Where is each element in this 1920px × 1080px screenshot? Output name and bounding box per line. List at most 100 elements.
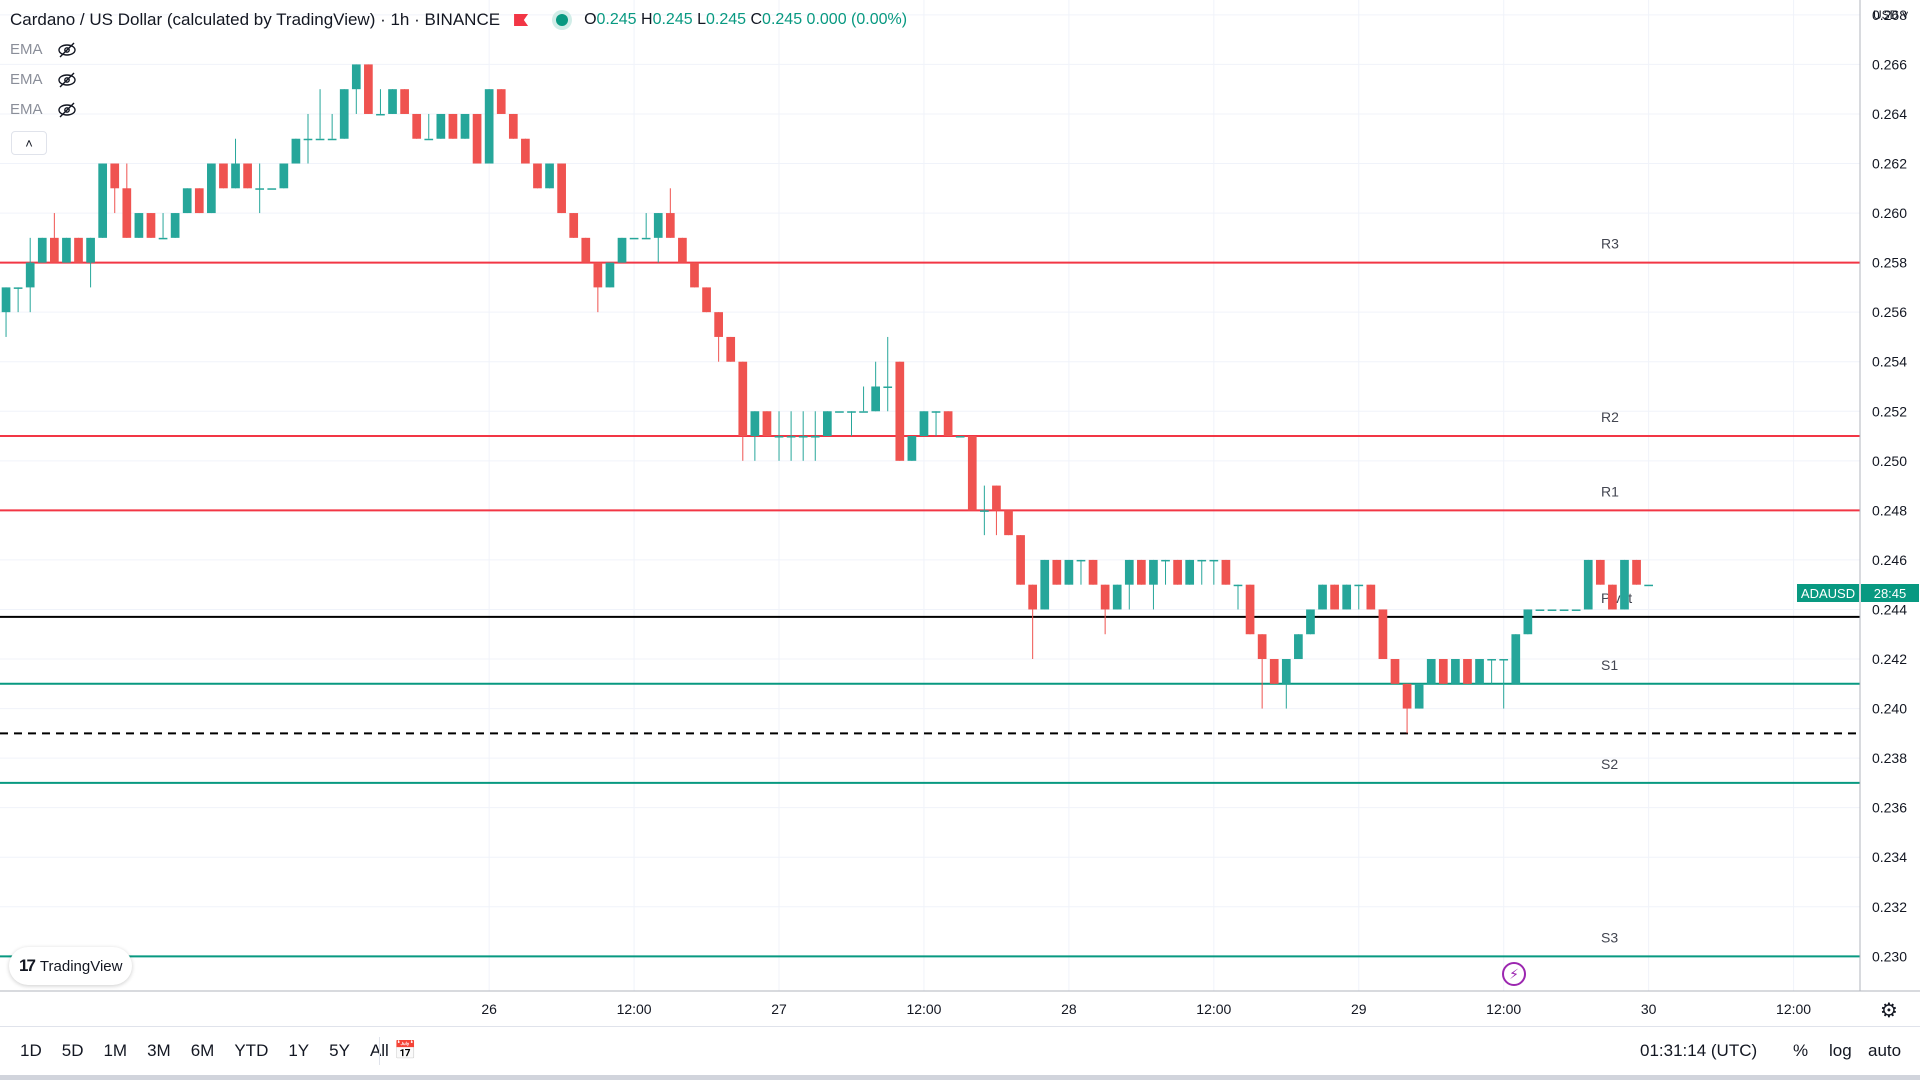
- candle-body[interactable]: [1161, 559, 1170, 562]
- chart-title[interactable]: Cardano / US Dollar (calculated by Tradi…: [10, 10, 501, 29]
- candle-body[interactable]: [351, 64, 361, 90]
- candle-body[interactable]: [207, 163, 216, 214]
- range-ytd-button[interactable]: YTD: [234, 1041, 269, 1060]
- candle-body[interactable]: [521, 138, 530, 164]
- candle-body[interactable]: [1245, 584, 1255, 635]
- candle-body[interactable]: [231, 163, 240, 189]
- candle-body[interactable]: [1390, 659, 1400, 684]
- candle-body[interactable]: [1209, 559, 1219, 562]
- candle-body[interactable]: [400, 89, 409, 114]
- candle-body[interactable]: [496, 89, 506, 114]
- range-5y-button[interactable]: 5Y: [329, 1041, 350, 1060]
- candle-body[interactable]: [1076, 559, 1086, 562]
- candle-body[interactable]: [1342, 584, 1352, 610]
- candle-body[interactable]: [762, 411, 772, 437]
- candle-body[interactable]: [1463, 659, 1472, 684]
- auto-toggle[interactable]: auto: [1868, 1041, 1902, 1060]
- candle-body[interactable]: [1487, 659, 1496, 661]
- candle-body[interactable]: [678, 237, 687, 263]
- percent-toggle[interactable]: %: [1793, 1041, 1809, 1060]
- candle-body[interactable]: [714, 312, 723, 337]
- candle-body[interactable]: [1547, 609, 1557, 611]
- flag-icon[interactable]: [514, 14, 529, 26]
- candle-body[interactable]: [472, 113, 482, 164]
- candle-body[interactable]: [1100, 584, 1110, 610]
- candle-body[interactable]: [1366, 584, 1376, 610]
- candle-body[interactable]: [170, 213, 180, 238]
- range-6m-button[interactable]: 6M: [190, 1041, 215, 1060]
- candle-body[interactable]: [774, 436, 784, 438]
- candle-body[interactable]: [1197, 559, 1207, 562]
- candle-body[interactable]: [569, 213, 579, 238]
- candle-body[interactable]: [134, 213, 144, 238]
- candle-body[interactable]: [1016, 535, 1025, 585]
- candle-body[interactable]: [1378, 609, 1388, 660]
- candle-body[interactable]: [1571, 609, 1581, 611]
- range-3m-button[interactable]: 3M: [147, 1041, 171, 1060]
- candle-body[interactable]: [955, 436, 965, 438]
- eye-crossed-icon[interactable]: [57, 72, 77, 88]
- candle-body[interactable]: [1354, 584, 1364, 587]
- candle-body[interactable]: [424, 138, 434, 141]
- candle-body[interactable]: [146, 213, 156, 238]
- indicator-ema-2[interactable]: EMA: [10, 71, 77, 88]
- currency-button[interactable]: USD ˅: [1873, 8, 1909, 22]
- candle-body[interactable]: [1451, 659, 1460, 684]
- candle-body[interactable]: [86, 237, 95, 263]
- candle-body[interactable]: [255, 188, 265, 190]
- candle-body[interactable]: [412, 113, 422, 139]
- candle-body[interactable]: [243, 163, 252, 189]
- candle-body[interactable]: [1318, 584, 1327, 610]
- candle-body[interactable]: [883, 386, 893, 388]
- candle-body[interactable]: [1306, 609, 1315, 635]
- candle-body[interactable]: [919, 411, 929, 437]
- candle-body[interactable]: [617, 237, 627, 263]
- candle-body[interactable]: [50, 237, 59, 263]
- candle-body[interactable]: [1475, 659, 1484, 684]
- candle-body[interactable]: [1257, 634, 1267, 660]
- candle-body[interactable]: [1330, 584, 1339, 610]
- candle-body[interactable]: [1221, 559, 1231, 585]
- date-range-icon[interactable]: 📅: [394, 1040, 417, 1060]
- candle-body[interactable]: [690, 262, 699, 288]
- indicator-ema-1[interactable]: EMA: [10, 41, 77, 58]
- candle-body[interactable]: [267, 188, 277, 190]
- candle-body[interactable]: [122, 188, 132, 238]
- candle-body[interactable]: [460, 113, 470, 139]
- candle-body[interactable]: [835, 411, 844, 413]
- gear-icon[interactable]: ⚙: [1880, 1000, 1898, 1022]
- candle-body[interactable]: [750, 411, 760, 437]
- candle-body[interactable]: [1511, 634, 1521, 684]
- candle-body[interactable]: [110, 163, 120, 189]
- candle-body[interactable]: [1137, 559, 1146, 585]
- candle-body[interactable]: [1620, 559, 1629, 610]
- candle-body[interactable]: [1, 287, 11, 313]
- candle-body[interactable]: [1281, 659, 1291, 684]
- candle-body[interactable]: [533, 163, 542, 189]
- candle-body[interactable]: [13, 287, 23, 289]
- candle-body[interactable]: [581, 237, 591, 263]
- candle-body[interactable]: [1233, 584, 1243, 587]
- candle-body[interactable]: [1426, 659, 1436, 684]
- candle-body[interactable]: [907, 436, 917, 461]
- candle-body[interactable]: [303, 138, 313, 141]
- candle-body[interactable]: [1004, 510, 1013, 536]
- candle-body[interactable]: [798, 436, 808, 438]
- candle-body[interactable]: [1608, 584, 1617, 610]
- price-axis[interactable]: 0.268 0.266 0.264 0.262 0.260 0.258 0.256 0.254…: [1872, 7, 1907, 964]
- range-1d-button[interactable]: 1D: [20, 1041, 42, 1060]
- candle-body[interactable]: [1124, 559, 1134, 585]
- candle-body[interactable]: [545, 163, 554, 189]
- price-chart[interactable]: R3R2R1PivotS1S2S3 0.2680.2660.2640.2620.…: [0, 0, 1920, 1026]
- candle-body[interactable]: [219, 163, 228, 189]
- candle-body[interactable]: [1438, 659, 1448, 684]
- candle-body[interactable]: [1040, 559, 1050, 610]
- candle-body[interactable]: [629, 237, 639, 240]
- log-toggle[interactable]: log: [1829, 1041, 1852, 1060]
- candle-body[interactable]: [508, 113, 518, 139]
- candle-body[interactable]: [653, 213, 663, 238]
- range-5d-button[interactable]: 5D: [61, 1041, 84, 1060]
- range-1m-button[interactable]: 1M: [103, 1041, 128, 1060]
- candle-body[interactable]: [738, 361, 748, 437]
- candle-body[interactable]: [1173, 559, 1182, 585]
